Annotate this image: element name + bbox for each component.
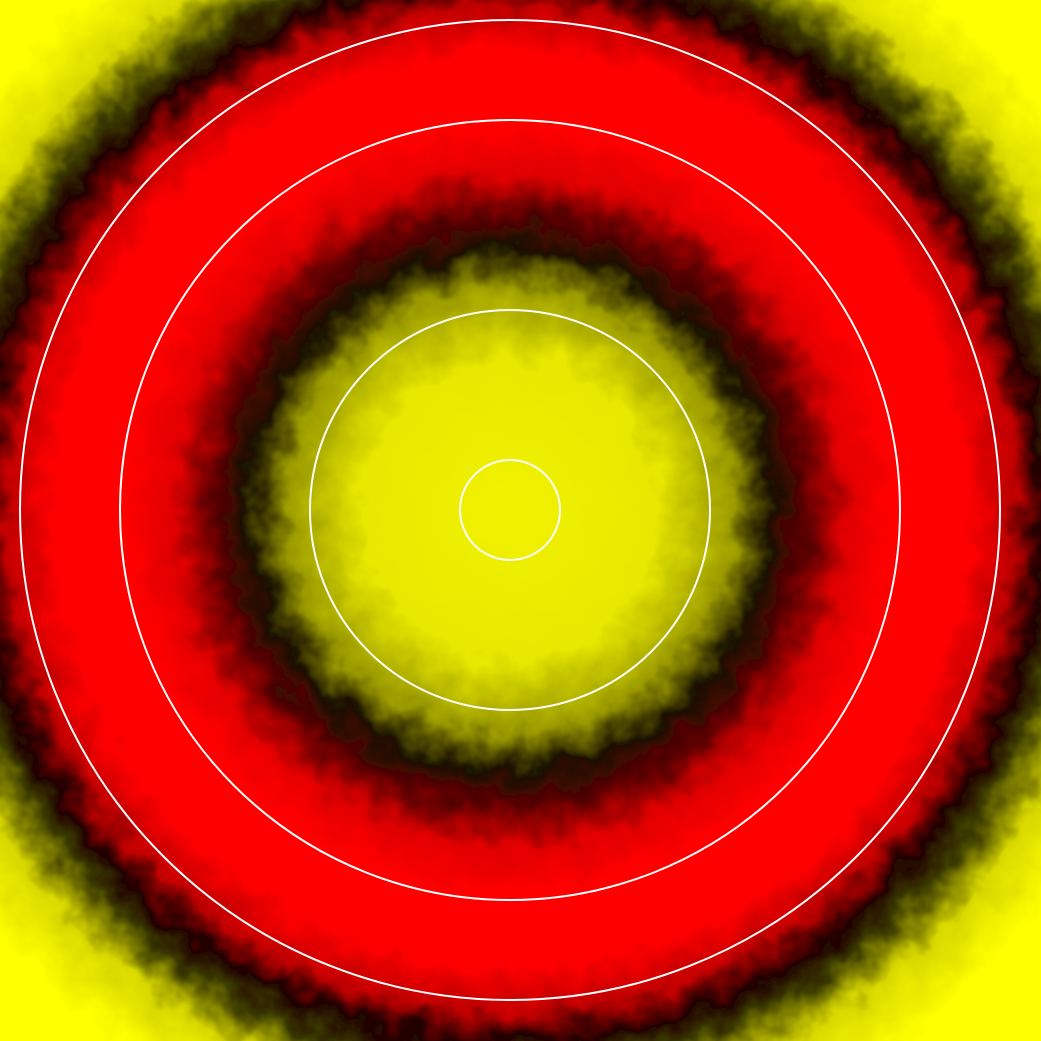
overlay-circle-middle bbox=[119, 119, 901, 901]
overlay-circle-outer bbox=[19, 19, 1001, 1001]
overlay-circle-center bbox=[459, 459, 561, 561]
overlay-circles bbox=[19, 19, 1001, 1001]
overlay-circle-inner bbox=[309, 309, 711, 711]
